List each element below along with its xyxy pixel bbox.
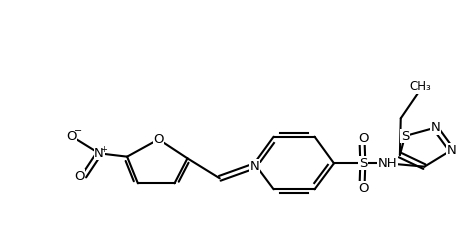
Text: N: N [447,143,456,156]
Text: O: O [359,182,369,195]
Text: S: S [401,130,409,143]
Text: S: S [359,157,367,170]
Text: +: + [100,145,107,154]
Text: O: O [359,132,369,145]
Text: −: − [74,126,82,136]
Text: O: O [153,133,164,146]
Text: O: O [66,130,76,143]
Text: N: N [249,160,259,173]
Text: N: N [430,121,440,134]
Text: N: N [94,147,104,160]
Text: CH₃: CH₃ [409,80,431,93]
Text: NH: NH [378,157,398,170]
Text: O: O [74,169,84,182]
